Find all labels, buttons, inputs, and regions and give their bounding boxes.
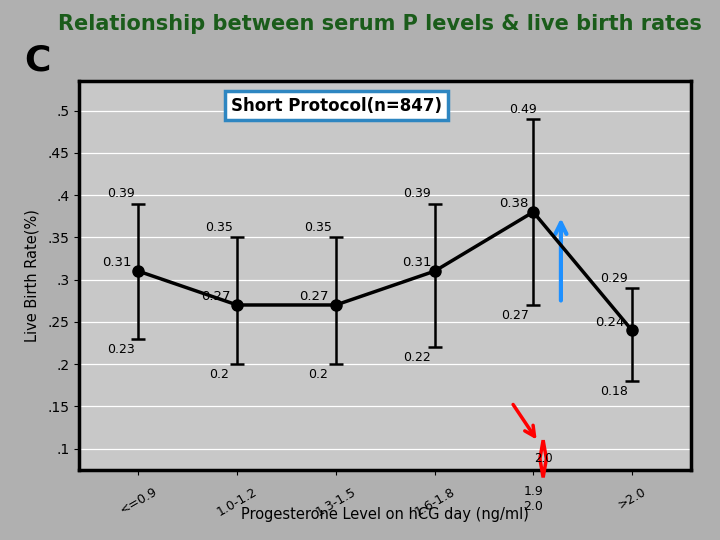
Text: 0.31: 0.31 xyxy=(402,256,431,269)
Text: 0.39: 0.39 xyxy=(107,187,135,200)
Text: 0.39: 0.39 xyxy=(403,187,431,200)
X-axis label: Progesterone Level on hCG day (ng/ml): Progesterone Level on hCG day (ng/ml) xyxy=(241,507,529,522)
Text: 0.29: 0.29 xyxy=(600,272,628,285)
Text: 0.31: 0.31 xyxy=(102,256,132,269)
Text: 0.27: 0.27 xyxy=(300,291,329,303)
Y-axis label: Live Birth Rate(%): Live Birth Rate(%) xyxy=(24,209,39,342)
Text: 0.2: 0.2 xyxy=(308,368,328,381)
Text: 0.35: 0.35 xyxy=(304,221,332,234)
Text: C: C xyxy=(24,43,50,77)
Text: 1.6-1.8: 1.6-1.8 xyxy=(412,485,457,518)
Text: 0.27: 0.27 xyxy=(201,291,230,303)
Text: 0.35: 0.35 xyxy=(205,221,233,234)
Text: 0.18: 0.18 xyxy=(600,385,628,399)
Text: Short Protocol(n=847): Short Protocol(n=847) xyxy=(230,97,442,114)
Text: 0.24: 0.24 xyxy=(595,316,625,329)
Text: 0.22: 0.22 xyxy=(403,352,431,365)
Text: 1.3-1.5: 1.3-1.5 xyxy=(313,485,359,518)
Text: 0.27: 0.27 xyxy=(502,309,529,322)
Text: <=0.9: <=0.9 xyxy=(117,485,159,517)
Text: >2.0: >2.0 xyxy=(616,485,649,511)
Text: 0.2: 0.2 xyxy=(210,368,229,381)
Text: 0.38: 0.38 xyxy=(499,197,528,210)
Text: 0.49: 0.49 xyxy=(510,103,537,116)
Text: 1.0-1.2: 1.0-1.2 xyxy=(215,485,259,518)
Text: Relationship between serum P levels & live birth rates: Relationship between serum P levels & li… xyxy=(58,14,701,33)
Text: 1.9
2.0: 1.9 2.0 xyxy=(523,485,543,513)
Text: 0.23: 0.23 xyxy=(107,343,135,356)
Text: 2.0: 2.0 xyxy=(534,453,552,465)
